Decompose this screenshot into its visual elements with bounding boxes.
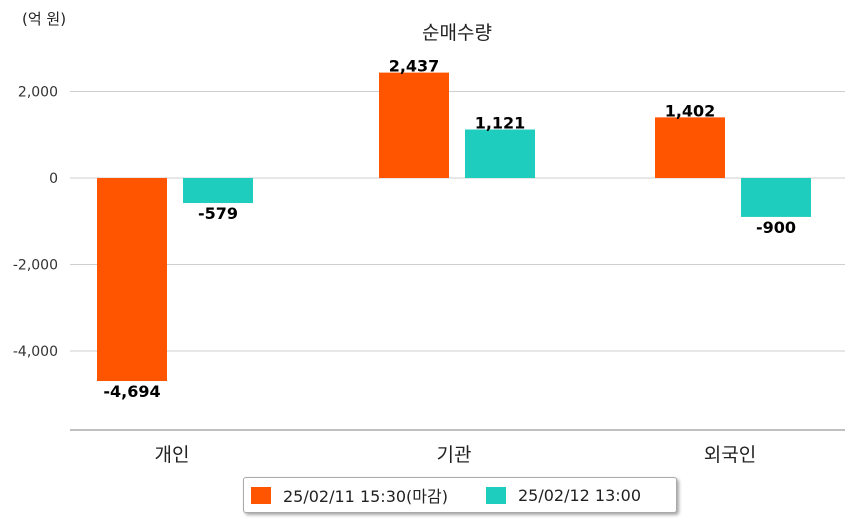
y-tick-label: -2,000 (13, 258, 58, 274)
x-tick-label: 외국인 (704, 444, 756, 466)
bar-2-2[interactable] (465, 129, 535, 178)
gridlines (70, 91, 845, 352)
unit-label: (억 원) (22, 10, 67, 28)
legend-item-series-2[interactable]: 25/02/12 13:00 (485, 485, 642, 505)
data-label: -579 (198, 204, 238, 223)
bar-2-3[interactable] (741, 178, 811, 217)
bar-chart: 2,000 0 -2,000 -4,000 -4,694 -579 2,437 1,121 1… (13, 57, 845, 466)
data-label: -900 (756, 218, 796, 237)
x-axis-ticks: 개인 기관 외국인 (155, 444, 757, 466)
bar-2-1[interactable] (183, 178, 253, 204)
chart-title: 순매수량 (422, 22, 492, 44)
legend-item-series-1[interactable]: 25/02/11 15:30(마감) (251, 483, 448, 507)
bar-1-2[interactable] (379, 72, 449, 178)
legend-swatch-series-2 (485, 486, 506, 504)
bar-1-1[interactable] (97, 178, 167, 382)
data-label: 1,402 (665, 101, 716, 120)
x-tick-label: 개인 (155, 444, 190, 466)
y-tick-label: 0 (49, 171, 58, 187)
legend-label-series-1: 25/02/11 15:30(마감) (283, 487, 448, 506)
bar-1-3[interactable] (655, 117, 725, 178)
data-label: 1,121 (475, 114, 526, 133)
legend: 25/02/11 15:30(마감) 25/02/12 13:00 (243, 477, 677, 513)
legend-swatch-series-1 (251, 486, 271, 504)
legend-label-series-2: 25/02/12 13:00 (517, 485, 642, 505)
data-label: -4,694 (103, 382, 160, 401)
y-tick-label: 2,000 (18, 85, 58, 101)
x-tick-label: 기관 (437, 444, 472, 466)
data-labels: -4,694 -579 2,437 1,121 1,402 -900 (103, 57, 796, 401)
y-axis-ticks: 2,000 0 -2,000 -4,000 (13, 85, 58, 361)
bars (97, 72, 811, 382)
y-tick-label: -4,000 (13, 344, 58, 360)
data-label: 2,437 (389, 57, 440, 76)
